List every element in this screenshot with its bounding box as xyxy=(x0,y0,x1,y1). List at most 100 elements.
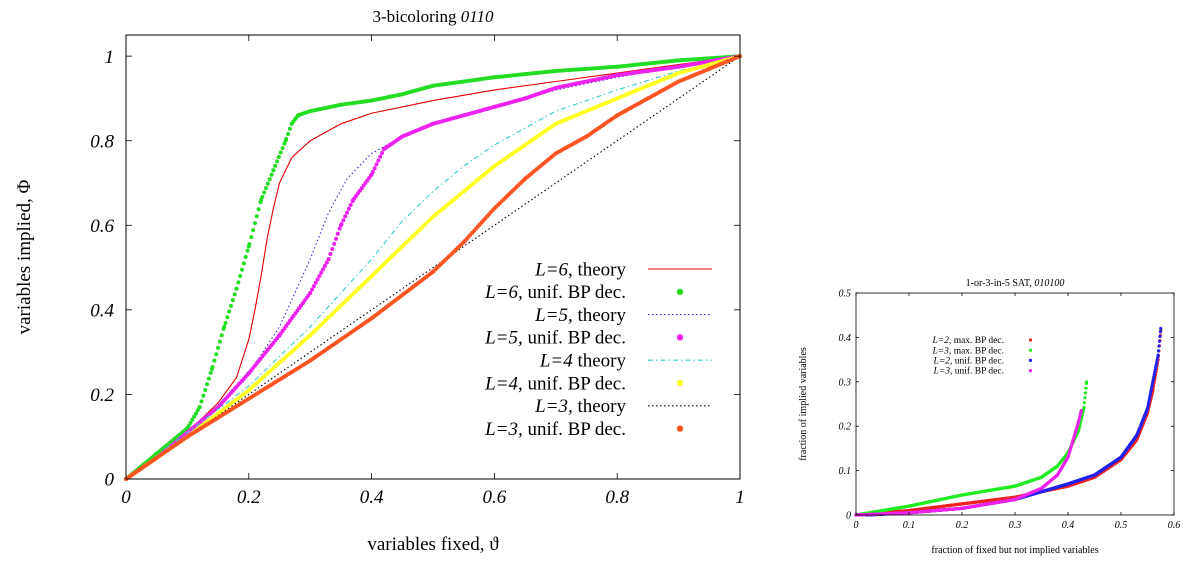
y-axis-label: fraction of implied variables xyxy=(798,347,809,461)
series-point xyxy=(310,287,315,292)
data-point xyxy=(400,92,405,97)
series-0 xyxy=(125,55,741,480)
chart-title-prefix: 1-or-3-in-5 SAT, xyxy=(966,278,1035,289)
data-point xyxy=(461,189,466,194)
data-point xyxy=(338,223,343,228)
chart-title: 1-or-3-in-5 SAT, 010100 xyxy=(966,278,1065,289)
legend-label: L=5, theory xyxy=(534,305,626,326)
data-point xyxy=(1039,475,1044,479)
series-line xyxy=(125,55,741,480)
data-point xyxy=(431,269,435,274)
series-point xyxy=(225,315,230,320)
series-point xyxy=(332,241,337,246)
series-point xyxy=(1157,344,1161,348)
legend-label-emphasis: L=4 xyxy=(539,350,573,371)
x-tick-label: 0.4 xyxy=(1062,520,1075,531)
series-point xyxy=(380,150,385,155)
series-point xyxy=(345,210,350,215)
series-point xyxy=(227,309,232,314)
data-point xyxy=(271,168,276,173)
legend-label-rest: unif. BP dec. xyxy=(952,356,1004,367)
x-tick-label: 0 xyxy=(854,520,859,531)
legend-marker xyxy=(676,288,684,295)
data-point xyxy=(1145,406,1150,411)
data-point xyxy=(308,358,313,363)
legend-label-rest: max. BP dec. xyxy=(951,346,1004,356)
data-point xyxy=(222,324,227,329)
data-point xyxy=(326,257,331,262)
series-point xyxy=(236,280,241,285)
series-point xyxy=(322,263,327,268)
series-point xyxy=(1084,386,1088,390)
legend-label-emphasis: L=5, xyxy=(484,328,523,349)
series-point xyxy=(333,236,338,241)
series-point xyxy=(321,267,326,272)
y-tick-label: 0.5 xyxy=(839,289,852,300)
series-point xyxy=(378,154,383,159)
data-point xyxy=(1159,326,1163,331)
series-point xyxy=(262,190,267,195)
data-point xyxy=(1092,473,1097,477)
legend-label: L=5, unif. BP dec. xyxy=(484,328,626,349)
series-point xyxy=(219,333,224,338)
series-point xyxy=(238,274,243,279)
series-point xyxy=(240,267,245,272)
data-point xyxy=(1039,486,1044,490)
series-point xyxy=(192,414,197,419)
series-line xyxy=(125,55,741,480)
x-axis-label: fraction of fixed but not implied variab… xyxy=(931,545,1098,556)
data-point xyxy=(246,388,251,393)
series-point xyxy=(1082,400,1087,405)
legend-label-emphasis: L=3, xyxy=(933,367,953,377)
data-point xyxy=(1156,353,1160,357)
data-point xyxy=(185,434,190,439)
series-point xyxy=(249,235,254,240)
data-point xyxy=(676,58,681,63)
series-4 xyxy=(125,55,741,480)
series-point xyxy=(267,177,272,182)
series-point xyxy=(1158,330,1163,334)
x-tick-label: 0.4 xyxy=(360,487,384,508)
series-point xyxy=(315,277,320,282)
data-point xyxy=(197,405,202,410)
data-point xyxy=(369,98,374,103)
x-axis-label: variables fixed, ϑ xyxy=(367,534,499,555)
data-point xyxy=(615,113,620,118)
series-point xyxy=(208,370,213,375)
series-7 xyxy=(124,54,742,481)
series-point xyxy=(343,214,348,219)
y-tick-label: 0.2 xyxy=(90,385,114,406)
series-line xyxy=(125,55,741,480)
series-point xyxy=(324,260,329,265)
data-point xyxy=(960,506,964,510)
data-point xyxy=(615,96,620,101)
series-point xyxy=(256,207,261,212)
series-point xyxy=(1083,391,1088,395)
series-point xyxy=(372,166,377,171)
x-axis-ticks: 0 0.2 0.4 0.6 0.8 1 xyxy=(121,35,745,508)
legend-marker xyxy=(676,334,684,341)
x-tick-label: 0.6 xyxy=(1168,520,1181,531)
data-point xyxy=(584,134,589,139)
data-point xyxy=(289,121,294,126)
data-point xyxy=(1084,380,1089,384)
data-point xyxy=(431,214,435,219)
legend-label: L=4, unif. BP dec. xyxy=(484,373,626,394)
series-layer xyxy=(854,326,1163,517)
data-point xyxy=(553,121,558,126)
series-3 xyxy=(854,409,1083,517)
series-point xyxy=(216,345,221,350)
chart-3-bicoloring: 3-bicoloring 0110 0 0.2 0.4 0.6 0.8 1 0 0.2 0.4… xyxy=(14,7,745,555)
x-tick-label: 0.8 xyxy=(605,487,629,508)
series-point xyxy=(1083,396,1087,400)
series-point xyxy=(230,298,235,303)
data-point xyxy=(1013,497,1017,502)
series-point xyxy=(206,376,211,381)
series-point xyxy=(205,382,210,387)
y-tick-label: 0.8 xyxy=(90,131,114,152)
series-point xyxy=(374,162,379,167)
data-point xyxy=(246,371,251,376)
series-point xyxy=(330,246,335,251)
series-point xyxy=(269,172,274,177)
